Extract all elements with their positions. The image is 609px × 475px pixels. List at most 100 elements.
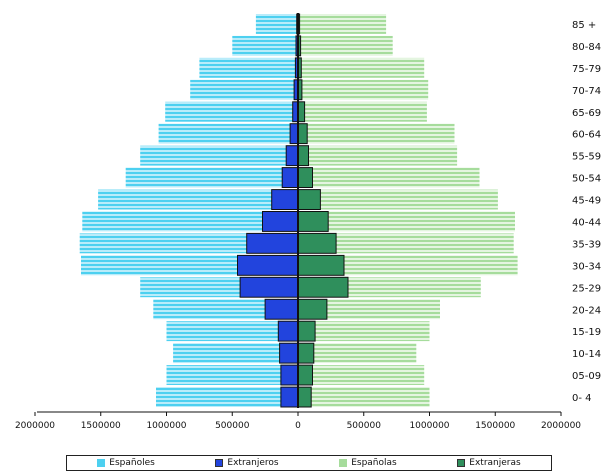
bar-extranjeras-45-49: [297, 189, 321, 211]
bar-espanoles-05-09: [166, 365, 298, 385]
bar-espanolas-60-64: [298, 123, 455, 144]
x-axis: 2000000 1500000 1000000 500000 0 500000 100000…: [15, 411, 581, 431]
bar-extranjeras-15-19: [297, 320, 316, 342]
bar-espanolas-75-79: [298, 57, 425, 78]
age-group-label: 80-84: [572, 42, 601, 53]
x-tick-label: 1500000: [81, 421, 121, 431]
legend-item-extranjeras: Extranjeras: [457, 458, 521, 468]
age-group-label: 20-24: [572, 305, 601, 316]
legend-item-espanoles: Españoles: [97, 458, 155, 468]
x-tick-label: 2000000: [15, 421, 55, 431]
bar-espanolas-20-24: [298, 299, 440, 320]
x-tick-label: 1000000: [146, 421, 186, 431]
legend-item-extranjeros: Extranjeros: [215, 458, 279, 468]
bar-extranjeras-35-39: [297, 232, 337, 254]
age-group-label: 15-19: [572, 327, 601, 338]
bar-extranjeros-40-44: [262, 211, 299, 232]
bar-extranjeras-40-44: [297, 211, 329, 232]
age-group-label: 0- 4: [572, 393, 592, 404]
legend-label-espanolas: Españolas: [351, 458, 397, 468]
bar-espanoles-75-79: [199, 57, 298, 78]
bar-espanolas-35-39: [298, 233, 514, 254]
bar-extranjeros-50-54: [281, 167, 299, 189]
foreground-bars: [237, 13, 349, 408]
bar-espanoles-15-19: [166, 321, 298, 342]
legend-swatch-extranjeros: [215, 459, 224, 467]
age-group-label: 55-59: [572, 152, 601, 163]
age-group-label: 75-79: [572, 64, 601, 75]
age-group-label: 25-29: [572, 283, 601, 294]
bar-extranjeros-0-4: [280, 386, 299, 408]
legend-label-extranjeras: Extranjeras: [469, 458, 521, 468]
bar-espanoles-45-49: [98, 189, 298, 210]
bar-extranjeros-20-24: [264, 298, 299, 320]
bar-espanoles-60-64: [158, 123, 298, 144]
legend: Españoles Extranjeros Españolas Extranje…: [66, 455, 552, 471]
bar-extranjeros-15-19: [277, 320, 299, 342]
bar-espanoles-40-44: [82, 211, 298, 232]
x-tick-label: 500000: [215, 421, 250, 431]
legend-swatch-espanoles: [97, 459, 106, 467]
legend-swatch-extranjeras: [457, 459, 466, 467]
bar-espanolas-55-59: [298, 145, 458, 166]
bar-extranjeras-50-54: [297, 167, 313, 189]
bar-extranjeros-35-39: [246, 232, 299, 254]
bar-espanolas-80-84: [298, 35, 393, 56]
bar-extranjeras-30-34: [297, 254, 345, 276]
bar-espanolas-10-14: [298, 343, 417, 364]
bar-espanoles-65-69: [165, 101, 298, 122]
age-group-label: 45-49: [572, 196, 601, 207]
bar-espanolas-50-54: [298, 167, 480, 188]
age-group-label: 05-09: [572, 371, 601, 382]
bar-extranjeros-10-14: [279, 342, 299, 364]
bar-espanolas-40-44: [298, 211, 515, 232]
bar-espanolas-70-74: [298, 79, 429, 100]
age-group-label: 40-44: [572, 218, 601, 229]
bar-extranjeras-25-29: [297, 276, 349, 298]
age-group-label: 65-69: [572, 108, 601, 119]
bar-espanoles-55-59: [140, 145, 298, 166]
x-tick-label: 1000000: [409, 421, 449, 431]
legend-swatch-espanolas: [339, 459, 348, 467]
bar-extranjeras-05-09: [297, 364, 313, 386]
bar-extranjeras-60-64: [297, 123, 308, 145]
bar-espanolas-65-69: [298, 101, 427, 122]
age-group-label: 30-34: [572, 261, 601, 272]
age-group-label: 50-54: [572, 174, 601, 185]
bar-extranjeros-45-49: [271, 189, 299, 211]
bar-espanoles-35-39: [79, 233, 298, 254]
bar-espanoles-0-4: [156, 387, 298, 407]
x-tick-label: 0: [295, 421, 301, 431]
legend-label-extranjeros: Extranjeros: [227, 458, 279, 468]
age-group-label: 35-39: [572, 239, 601, 250]
bar-extranjeros-05-09: [280, 364, 299, 386]
x-tick-label: 500000: [347, 421, 382, 431]
bar-espanolas-15-19: [298, 321, 430, 342]
bar-extranjeras-10-14: [297, 342, 315, 364]
bar-extranjeras-55-59: [297, 145, 309, 167]
legend-label-espanoles: Españoles: [109, 458, 155, 468]
x-tick-label: 2000000: [541, 421, 581, 431]
age-group-label: 60-64: [572, 130, 601, 141]
bar-extranjeros-25-29: [239, 276, 299, 298]
bar-espanoles-20-24: [153, 299, 298, 320]
bar-espanolas-0-4: [298, 387, 430, 407]
bar-extranjeros-30-34: [237, 254, 299, 276]
age-group-label: 70-74: [572, 86, 601, 97]
legend-item-espanolas: Españolas: [339, 458, 397, 468]
bar-extranjeras-0-4: [297, 386, 312, 408]
bar-extranjeras-20-24: [297, 298, 328, 320]
bar-espanoles-50-54: [125, 167, 298, 188]
bar-espanoles-80-84: [232, 35, 299, 56]
bar-espanoles-70-74: [190, 79, 298, 100]
bar-espanolas-85 +: [298, 14, 387, 34]
bar-espanoles-85 +: [255, 14, 298, 34]
age-group-label: 85 +: [572, 20, 596, 31]
age-group-label: 10-14: [572, 349, 601, 360]
bar-espanolas-05-09: [298, 365, 425, 385]
bar-extranjeros-55-59: [285, 145, 299, 167]
bar-espanoles-10-14: [173, 343, 298, 364]
bar-espanolas-30-34: [298, 255, 518, 276]
age-labels: 0- 4 05-09 10-14 15-19 20-24 25-29 30-34 35-39 4…: [572, 20, 601, 404]
